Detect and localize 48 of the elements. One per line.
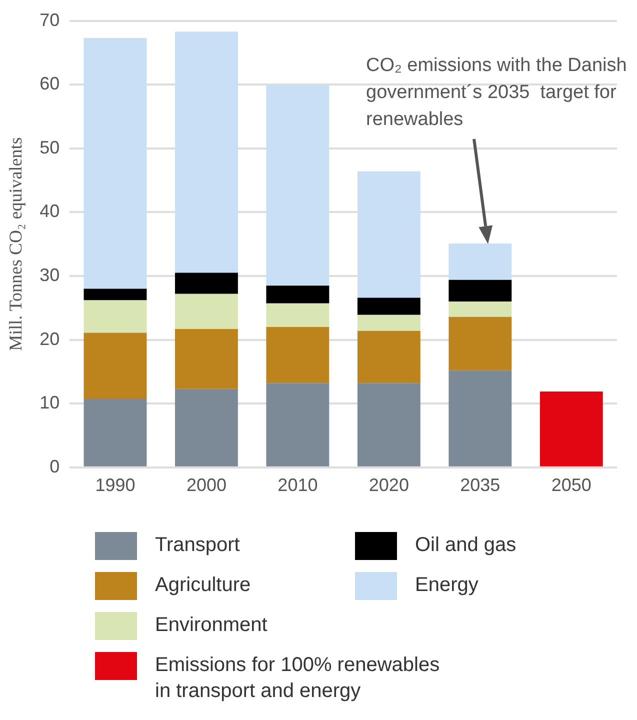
- bar: [266, 84, 330, 286]
- bar: [448, 370, 512, 466]
- bar: [174, 294, 238, 329]
- y-tick-label: 10: [40, 392, 60, 413]
- legend-label: Environment: [155, 613, 268, 638]
- bar: [448, 316, 512, 370]
- x-tick-label: 2000: [186, 475, 226, 496]
- legend-label: Energy: [415, 573, 478, 598]
- bar: [266, 303, 330, 328]
- bar: [357, 298, 420, 315]
- legend-label: Transport: [155, 533, 240, 558]
- bar: [84, 288, 147, 300]
- x-tick-label: 2010: [278, 475, 318, 496]
- y-tick-label: 40: [40, 201, 60, 222]
- y-tick-label: 0: [50, 456, 60, 476]
- x-tick-label: 1990: [95, 475, 136, 496]
- bar: [174, 328, 238, 389]
- y-tick-label: 60: [40, 74, 60, 94]
- y-tick-label: 50: [40, 137, 60, 158]
- bar: [357, 383, 420, 466]
- legend-label: Agriculture: [155, 573, 251, 598]
- bar: [448, 302, 512, 317]
- bar: [174, 32, 238, 273]
- bar: [266, 327, 330, 384]
- x-tick-label: 2050: [551, 475, 592, 496]
- bar: [540, 391, 603, 466]
- bar: [448, 280, 512, 302]
- bar: [174, 388, 238, 466]
- bar: [84, 332, 147, 398]
- annotation: CO₂ emissions with the Danish government´s 2035 target for renewables: [366, 54, 628, 132]
- bar: [174, 272, 238, 294]
- y-tick-label: 30: [40, 264, 60, 285]
- bar: [266, 383, 330, 466]
- y-tick-label: 20: [40, 328, 60, 349]
- bar: [84, 300, 147, 333]
- y-tick-label: 70: [40, 10, 60, 30]
- bar: [84, 398, 147, 466]
- bar: [84, 38, 147, 289]
- legend-label: Oil and gas: [415, 533, 516, 558]
- bar: [357, 171, 420, 298]
- x-tick-label: 2020: [368, 475, 409, 496]
- bar: [357, 314, 420, 331]
- legend-label: Emissions for 100% renewables in transport and energy: [155, 653, 441, 704]
- y-axis-title: Mill. Tonnes CO₂ equivalents: [6, 137, 26, 351]
- bar: [266, 286, 330, 304]
- bar: [448, 243, 512, 280]
- bar: [357, 330, 420, 384]
- x-tick-label: 2035: [460, 475, 500, 496]
